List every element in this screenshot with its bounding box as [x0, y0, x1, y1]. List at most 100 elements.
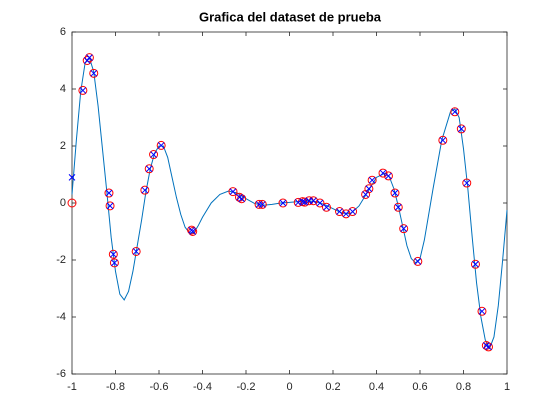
y-tick-label: 2: [60, 140, 66, 152]
x-marker: [368, 176, 376, 184]
x-marker: [349, 208, 356, 215]
x-marker: [189, 228, 197, 235]
circle-marker: [82, 56, 92, 65]
circle-marker: [149, 150, 159, 160]
x-marker: [150, 151, 157, 158]
x-marker: [86, 54, 93, 62]
x-tick-label: -0.2: [237, 381, 256, 393]
x-marker: [316, 199, 324, 207]
x-marker: [258, 201, 266, 208]
x-tick-label: -0.8: [106, 381, 125, 393]
circle-marker: [131, 246, 141, 256]
y-tick-label: -4: [56, 311, 66, 323]
x-tick-label: -1: [67, 381, 77, 393]
circle-marker: [89, 68, 99, 78]
x-marker: [365, 185, 373, 193]
x-marker: [111, 259, 118, 267]
circle-marker: [413, 256, 423, 266]
x-marker: [478, 307, 486, 315]
x-tick-label: -0.4: [193, 381, 212, 393]
circle-marker: [367, 175, 377, 185]
circle-marker: [456, 124, 466, 134]
y-tick-label: 0: [60, 197, 66, 209]
x-marker: [485, 343, 492, 351]
circle-marker: [78, 85, 88, 95]
circle-marker: [470, 259, 480, 269]
x-marker: [414, 258, 422, 265]
circle-marker: [84, 53, 94, 63]
y-tick-label: -6: [56, 368, 66, 380]
x-tick-label: 0.2: [325, 381, 340, 393]
x-marker: [451, 108, 459, 116]
x-tick-label: 0.6: [412, 381, 427, 393]
x-marker: [255, 201, 263, 208]
x-marker: [301, 198, 309, 206]
circle-marker: [257, 199, 267, 209]
x-marker: [379, 169, 387, 177]
circle-marker: [390, 188, 400, 198]
x-marker: [299, 198, 306, 205]
x-marker: [238, 195, 246, 203]
circle-marker: [378, 168, 388, 178]
x-marker: [336, 208, 343, 215]
circle-marker: [109, 258, 119, 268]
circle-marker: [228, 187, 238, 197]
x-marker: [400, 225, 408, 233]
x-marker: [79, 87, 87, 94]
x-marker: [132, 248, 140, 255]
circle-marker: [254, 199, 264, 209]
y-tick-label: -2: [56, 254, 66, 266]
x-tick-label: 1: [504, 381, 510, 393]
circle-marker: [300, 197, 310, 207]
circle-marker: [450, 107, 460, 117]
x-marker: [394, 203, 402, 211]
circle-marker: [399, 224, 409, 234]
circle-marker: [105, 201, 115, 211]
y-tick-label: 6: [60, 26, 66, 38]
x-marker: [105, 189, 113, 197]
circle-marker: [321, 202, 331, 212]
x-marker: [472, 260, 479, 268]
x-marker: [109, 250, 117, 258]
circle-marker: [477, 306, 487, 316]
y-tick-label: 4: [60, 83, 66, 95]
circle-marker: [438, 135, 448, 145]
circle-marker: [187, 225, 197, 235]
x-marker: [391, 189, 399, 197]
x-marker: [362, 191, 369, 198]
x-marker: [106, 202, 114, 210]
x-marker: [157, 142, 165, 149]
x-marker: [457, 125, 465, 133]
x-marker: [463, 179, 471, 187]
chart-title: Grafica del dataset de prueba: [199, 9, 382, 24]
x-marker: [310, 197, 317, 205]
circle-marker: [462, 178, 472, 188]
circle-marker: [188, 227, 198, 236]
x-marker: [439, 136, 447, 144]
x-marker: [279, 199, 287, 207]
circle-marker: [364, 184, 374, 194]
x-marker: [141, 186, 149, 194]
circle-marker: [140, 185, 150, 195]
circle-marker: [144, 164, 154, 174]
x-tick-label: 0.4: [369, 381, 384, 393]
axes-box: [71, 31, 508, 375]
circle-marker: [278, 198, 288, 208]
circle-marker: [383, 171, 393, 181]
circle-marker: [393, 202, 403, 212]
circle-marker: [156, 140, 166, 150]
x-marker: [229, 188, 237, 195]
x-marker: [342, 210, 350, 218]
curve: [71, 56, 508, 350]
circle-marker: [104, 188, 114, 198]
x-marker: [90, 69, 98, 77]
circle-marker: [108, 249, 118, 259]
x-tick-label: 0.8: [456, 381, 471, 393]
x-marker: [323, 203, 330, 211]
x-tick-label: 0: [286, 381, 292, 393]
x-tick-label: -0.6: [150, 381, 169, 393]
x-marker: [68, 173, 76, 181]
x-marker: [145, 165, 153, 173]
x-marker: [385, 172, 392, 180]
